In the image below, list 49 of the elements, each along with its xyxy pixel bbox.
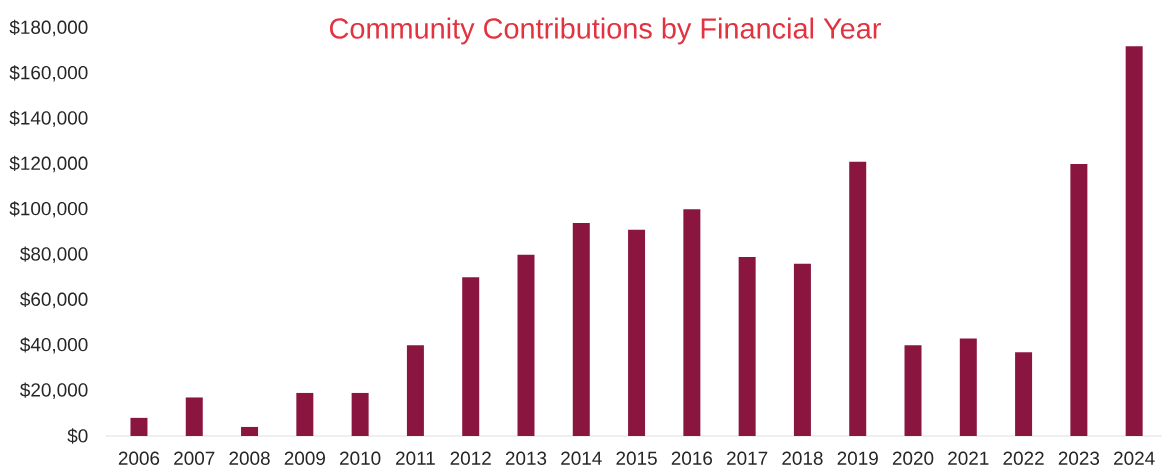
bar <box>351 392 369 436</box>
x-tick-label: 2024 <box>1114 451 1155 465</box>
x-tick-label: 2021 <box>948 451 989 465</box>
bar <box>572 222 590 436</box>
bar <box>185 397 203 436</box>
y-tick-label: $120,000 <box>9 155 88 173</box>
y-tick-label: $180,000 <box>9 19 88 37</box>
y-tick-label: $20,000 <box>20 382 88 399</box>
bar <box>1125 46 1143 436</box>
bar <box>683 209 701 436</box>
bar <box>793 263 811 436</box>
bar <box>296 392 314 436</box>
y-tick-label: $140,000 <box>9 110 88 127</box>
x-tick-label: 2016 <box>671 451 713 465</box>
bar <box>462 277 480 436</box>
y-tick-label: $40,000 <box>20 337 88 354</box>
x-tick-label: 2020 <box>892 451 934 465</box>
x-tick-label: 2017 <box>727 451 768 465</box>
bar <box>1070 164 1088 436</box>
y-tick-label: $80,000 <box>20 246 88 263</box>
bar <box>1015 352 1033 436</box>
x-tick-label: 2006 <box>118 451 160 465</box>
y-tick-label: $100,000 <box>9 201 88 218</box>
x-tick-label: 2018 <box>782 451 823 465</box>
x-tick-label: 2011 <box>396 451 435 465</box>
bar <box>406 345 424 436</box>
bar <box>904 345 922 436</box>
x-tick-label: 2009 <box>284 451 325 465</box>
x-tick-label: 2010 <box>340 451 381 465</box>
bar <box>959 338 977 436</box>
chart-title: Community Contributions by Financial Year <box>330 17 881 45</box>
x-tick-label: 2014 <box>561 451 602 465</box>
bar <box>241 426 259 436</box>
y-tick-label: $160,000 <box>9 65 88 82</box>
bar <box>130 417 148 436</box>
bar <box>738 256 756 436</box>
x-tick-label: 2013 <box>505 451 547 465</box>
y-tick-label: $60,000 <box>20 291 88 309</box>
x-tick-label: 2022 <box>1003 451 1044 465</box>
bar <box>517 254 535 436</box>
x-tick-label: 2015 <box>616 451 657 465</box>
x-tick-label: 2019 <box>837 451 878 465</box>
x-tick-label: 2023 <box>1058 451 1100 465</box>
x-tick-label: 2008 <box>229 451 270 465</box>
bar <box>849 161 867 436</box>
x-tick-label: 2007 <box>174 451 215 465</box>
y-tick-label: $0 <box>67 428 88 444</box>
x-tick-label: 2012 <box>450 451 491 465</box>
bar <box>628 229 646 436</box>
